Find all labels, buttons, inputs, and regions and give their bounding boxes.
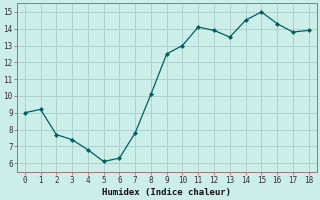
- X-axis label: Humidex (Indice chaleur): Humidex (Indice chaleur): [102, 188, 231, 197]
